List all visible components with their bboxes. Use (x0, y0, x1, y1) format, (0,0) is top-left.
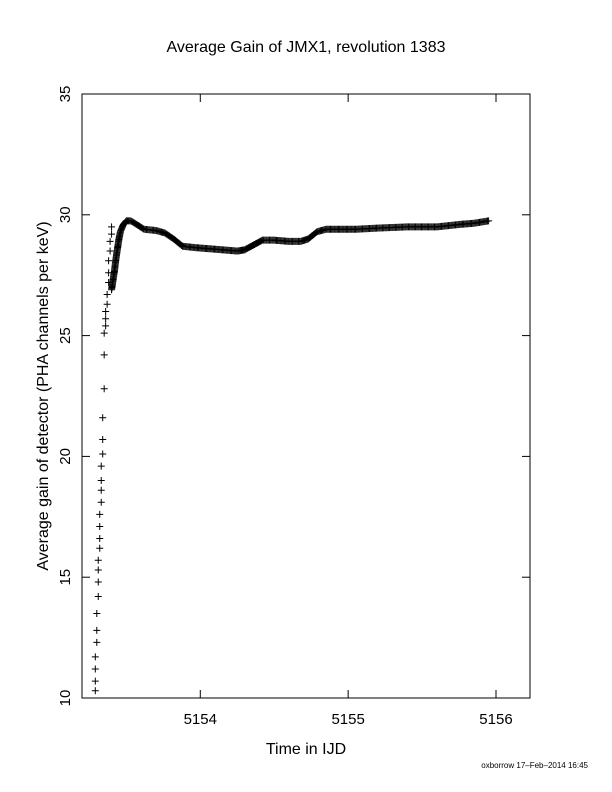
data-point (96, 544, 104, 552)
data-point (97, 462, 105, 470)
data-point (91, 653, 99, 661)
data-point (99, 450, 107, 458)
plot-frame (81, 93, 531, 699)
curve-point (311, 229, 319, 237)
data-point (103, 291, 111, 299)
data-point (103, 300, 111, 308)
data-point (96, 510, 104, 518)
data-point (108, 223, 116, 231)
chart-title: Average Gain of JMX1, revolution 1383 (167, 39, 446, 56)
data-point (94, 593, 102, 601)
x-tick-label: 5154 (184, 711, 217, 728)
curve-point (177, 241, 185, 249)
data-point (106, 237, 114, 245)
y-tick-label: 10 (57, 690, 74, 707)
x-tick-label: 5155 (331, 711, 364, 728)
data-point (93, 626, 101, 634)
data-point (99, 414, 107, 422)
data-point (94, 556, 102, 564)
data-point (102, 322, 110, 330)
data-point (93, 638, 101, 646)
data-point (99, 435, 107, 443)
y-axis-label: Average gain of detector (PHA channels p… (35, 221, 52, 570)
data-point (100, 351, 108, 359)
data-point (93, 609, 101, 617)
data-point (97, 498, 105, 506)
data-point (91, 665, 99, 673)
tick-labels: 10 15 20 25 30 35 5154 5155 5156 (57, 86, 513, 728)
data-point (96, 535, 104, 543)
gain-series (91, 217, 493, 695)
axis-ticks (82, 93, 530, 699)
curve-point (485, 217, 493, 225)
y-tick-label: 30 (57, 206, 74, 223)
data-point (106, 247, 114, 255)
data-point (105, 257, 113, 265)
data-point (91, 677, 99, 685)
x-axis-label: Time in IJD (266, 741, 346, 758)
y-tick-label: 35 (57, 86, 74, 103)
data-point (91, 687, 99, 695)
data-point (94, 566, 102, 574)
data-point (102, 315, 110, 323)
data-point (100, 385, 108, 393)
data-point (102, 307, 110, 315)
y-tick-label: 25 (57, 327, 74, 344)
data-point (97, 477, 105, 485)
data-point (100, 329, 108, 337)
data-point (94, 578, 102, 586)
y-tick-label: 20 (57, 448, 74, 465)
footer-stamp: oxborrow 17–Feb–2014 16:45 (481, 761, 588, 770)
y-tick-label: 15 (57, 569, 74, 586)
data-point (108, 230, 116, 238)
data-point (96, 522, 104, 530)
data-point (97, 486, 105, 494)
x-tick-label: 5156 (479, 711, 512, 728)
